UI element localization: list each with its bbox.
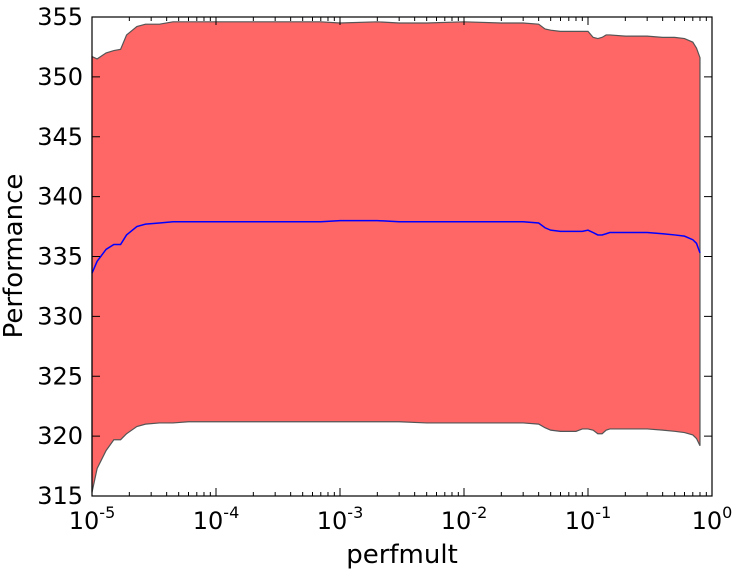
y-tick-label: 315 (37, 482, 83, 510)
axis-layer: 315 320 325 330 335 340 345 350 355 10-5 10-4 10-3 1… (37, 3, 732, 535)
y-axis-label: Performance (0, 174, 29, 339)
y-tick-label: 320 (37, 422, 83, 450)
plot-layer (91, 21, 701, 493)
x-tick-label: 10-5 (69, 503, 116, 535)
x-tick-label: 10-3 (317, 503, 364, 535)
y-tick-label: 330 (37, 302, 83, 330)
y-tick-label: 325 (37, 362, 83, 390)
std-band-area (91, 21, 701, 493)
y-tick-label: 355 (37, 3, 83, 31)
mean-line (91, 219, 701, 274)
x-tick-label: 10-4 (193, 503, 240, 535)
y-tick-label: 335 (37, 243, 83, 271)
y-tick-label: 345 (37, 123, 83, 151)
x-tick-label: 10-1 (565, 503, 612, 535)
y-tick-label: 350 (37, 63, 83, 91)
y-tick-label: 340 (37, 183, 83, 211)
x-tick-label: 10-2 (441, 503, 488, 535)
x-tick-label: 100 (692, 503, 733, 535)
x-axis-label: perfmult (346, 540, 458, 570)
